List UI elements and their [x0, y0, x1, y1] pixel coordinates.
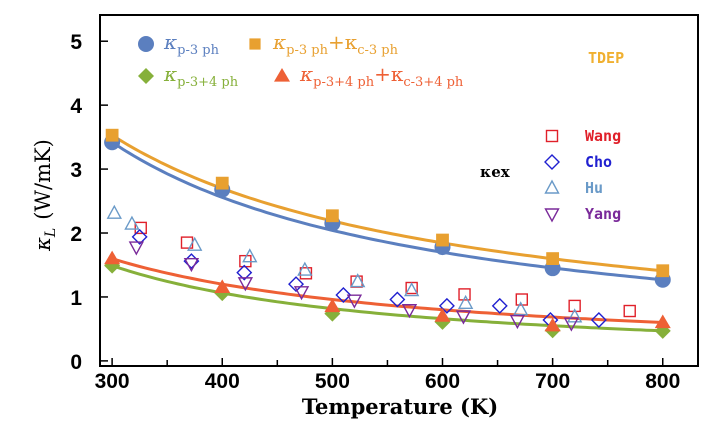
exp-point-cho [131, 228, 148, 245]
y-tick-label: 0 [70, 351, 82, 374]
calc-point [546, 252, 560, 265]
exp-point-hu [403, 282, 420, 297]
exp-point-yang [509, 314, 526, 330]
x-tick-label: 800 [645, 370, 680, 393]
calc-point [104, 250, 121, 265]
exp-point-hu [106, 204, 122, 219]
fit-curve [111, 264, 663, 333]
exp-point-hu [350, 273, 366, 288]
exp-point-yang [346, 294, 363, 309]
legend-marker [138, 68, 154, 84]
exp-point-cho [335, 287, 352, 304]
legend-label: κp-3 ph [163, 30, 220, 58]
exp-point-yang [237, 277, 254, 292]
legend-label: κp-3+4 ph [163, 62, 239, 90]
exp-point-wang [134, 221, 147, 235]
exp-point-cho [288, 276, 305, 293]
exp-point-hu [457, 294, 474, 310]
calc-point [325, 209, 339, 223]
calc-point [105, 128, 119, 142]
x-tick-label: 700 [535, 370, 570, 393]
legend-label: κp-3+4 ph+κc-3+4 ph [299, 62, 464, 90]
y-tick-label: 4 [70, 95, 82, 118]
legend-label: κp-3 ph+κc-3 ph [272, 30, 399, 58]
exp-point-yang [183, 258, 200, 273]
exp-point-yang [563, 317, 580, 332]
exp-point-wang [623, 304, 636, 318]
exp-point-hu [566, 308, 583, 323]
legend-label-hu: Hu [585, 179, 603, 197]
legend-marker-yang [544, 208, 560, 223]
legend-marker-cho [544, 154, 560, 170]
calc-point [215, 176, 229, 190]
y-axis-label: κL(W/mK) [31, 139, 59, 252]
calc-point [544, 317, 561, 332]
legend-marker [274, 68, 290, 82]
legend-label-cho: Cho [585, 153, 612, 171]
tdep-annotation: TDEP [588, 49, 624, 67]
fit-curve [111, 133, 663, 273]
exp-point-yang [128, 241, 145, 256]
y-tick-label: 2 [70, 223, 82, 246]
x-tick-label: 600 [425, 370, 460, 393]
exp-point-wang [458, 288, 471, 301]
x-tick-label: 300 [95, 370, 130, 393]
exp-point-yang [293, 286, 310, 301]
exp-label: κex [480, 163, 511, 181]
exp-point-hu [297, 261, 313, 276]
calc-point [656, 264, 670, 278]
fit-curve [111, 140, 663, 282]
y-tick-label: 3 [70, 159, 82, 182]
exp-point-cho [438, 297, 455, 314]
calc-point [434, 308, 451, 322]
exp-point-cho [389, 291, 406, 308]
legend-label-yang: Yang [585, 205, 621, 223]
legend-marker-wang [545, 129, 559, 143]
exp-point-hu [187, 236, 203, 251]
exp-point-cho [590, 311, 607, 328]
legend-marker [138, 36, 154, 52]
calc-point [654, 314, 671, 329]
exp-point-hu [124, 215, 140, 230]
legend-marker-hu [544, 179, 560, 194]
y-tick-label: 5 [70, 31, 82, 54]
y-tick-label: 1 [70, 287, 82, 310]
exp-point-yang [401, 304, 418, 319]
plot-frame [99, 14, 699, 367]
legend-label-wang: Wang [585, 127, 621, 145]
x-tick-label: 400 [205, 370, 240, 393]
exp-point-hu [513, 301, 529, 316]
exp-point-wang [299, 267, 313, 280]
exp-point-yang [455, 310, 472, 325]
exp-point-wang [568, 299, 581, 313]
calc-point [324, 298, 341, 313]
exp-point-hu [242, 248, 258, 263]
x-tick-label: 500 [315, 370, 350, 393]
x-axis-label: Temperature (K) [302, 394, 498, 419]
calc-point [436, 233, 449, 247]
calc-point [214, 279, 231, 293]
exp-point-cho [236, 264, 253, 281]
exp-point-cho [491, 297, 508, 314]
legend-marker [249, 38, 261, 50]
